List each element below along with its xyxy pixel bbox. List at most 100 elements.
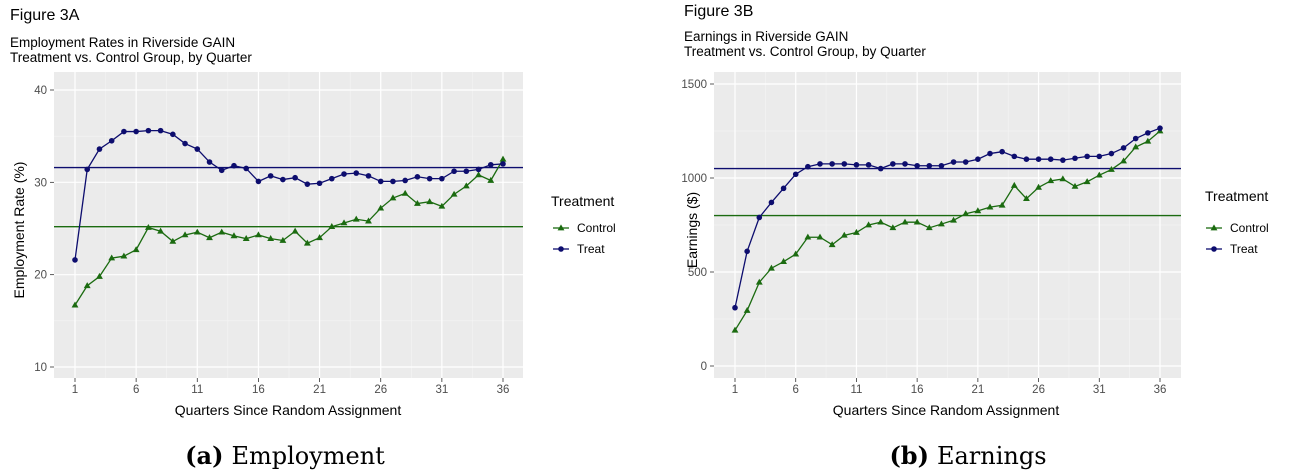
x-tick-label: 11: [191, 384, 203, 396]
data-point-control: [780, 258, 787, 264]
legend-marker-control: [557, 224, 565, 231]
data-point-treat: [890, 161, 896, 167]
data-point-treat: [1084, 153, 1090, 160]
data-point-treat: [865, 162, 872, 168]
data-point-control: [316, 234, 323, 241]
data-point-treat: [231, 162, 237, 169]
data-point-treat: [194, 146, 201, 152]
data-point-control: [181, 231, 189, 238]
data-point-treat: [329, 175, 335, 182]
caption-a: (a) Employment: [185, 441, 385, 470]
data-point-control: [242, 235, 250, 241]
data-point-control: [986, 203, 994, 210]
data-point-treat: [950, 159, 957, 165]
data-point-treat: [451, 168, 457, 175]
caption-text-a: Employment: [231, 442, 385, 470]
data-point-treat: [926, 162, 933, 169]
legend-marker-control: [1210, 224, 1218, 231]
data-point-control: [218, 228, 226, 235]
data-point-control: [413, 199, 421, 206]
data-point-treat: [170, 131, 176, 138]
data-point-treat: [414, 173, 421, 180]
data-point-control: [426, 198, 434, 205]
data-point-treat: [72, 257, 78, 263]
data-point-treat: [1108, 150, 1115, 157]
data-point-control: [169, 237, 177, 244]
legend-title-b: Treatment: [1205, 188, 1268, 204]
data-point-treat: [218, 167, 225, 174]
data-point-treat: [255, 178, 262, 185]
data-point-treat: [365, 173, 372, 179]
data-point-treat: [121, 128, 127, 135]
series-line-control: [734, 130, 1161, 331]
data-point-control: [962, 210, 970, 217]
data-point-control: [475, 171, 482, 178]
data-point-treat: [829, 161, 835, 167]
data-point-control: [828, 241, 836, 248]
data-point-treat: [316, 180, 323, 187]
data-point-treat: [914, 162, 920, 169]
data-point-treat: [938, 162, 945, 169]
data-point-treat: [84, 166, 91, 173]
legend-earnings: Control Treat: [1206, 221, 1269, 256]
data-point-control: [340, 219, 348, 226]
data-point-control: [938, 220, 945, 227]
data-point-control: [132, 246, 140, 253]
x-tick-label: 31: [435, 384, 448, 396]
data-point-control: [1095, 171, 1103, 178]
data-point-control: [352, 215, 360, 222]
data-point-control: [731, 326, 739, 333]
data-point-treat: [402, 177, 408, 184]
legend-label-treat: Treat: [577, 242, 605, 256]
x-axis-title-a: Quarters Since Random Assignment: [175, 402, 402, 418]
data-point-treat: [390, 178, 396, 185]
data-point-control: [499, 155, 507, 162]
data-point-control: [901, 218, 909, 225]
data-point-treat: [475, 166, 482, 173]
data-point-treat: [243, 165, 249, 172]
legend-label-treat: Treat: [1230, 242, 1258, 256]
data-point-control: [255, 231, 262, 238]
x-tick-label: 1: [72, 384, 78, 396]
data-point-treat: [96, 146, 103, 152]
data-point-treat: [280, 176, 286, 183]
data-point-treat: [817, 161, 823, 167]
data-point-control: [438, 202, 446, 209]
data-point-treat: [805, 163, 811, 170]
chart-subtitle-a: Treatment vs. Control Group, by Quarter: [10, 50, 252, 65]
data-point-treat: [902, 161, 908, 167]
x-tick-label: 1: [732, 384, 738, 396]
data-point-control: [401, 189, 409, 196]
data-point-control: [1083, 178, 1091, 185]
data-point-treat: [756, 214, 763, 221]
data-point-control: [279, 236, 287, 243]
data-point-control: [303, 239, 311, 246]
y-tick-label: 30: [34, 177, 47, 189]
panel-background-a: [54, 72, 523, 378]
data-point-treat: [1060, 157, 1066, 163]
data-point-control: [157, 227, 165, 234]
data-point-treat: [780, 185, 787, 192]
data-point-treat: [1145, 130, 1151, 136]
data-point-treat: [962, 159, 969, 165]
data-point-treat: [353, 170, 360, 176]
data-point-control: [974, 207, 982, 214]
data-point-treat: [841, 161, 848, 167]
data-point-control: [1108, 165, 1115, 172]
data-point-treat: [999, 148, 1005, 155]
data-point-control: [768, 264, 775, 271]
data-point-control: [193, 228, 201, 235]
data-point-treat: [1157, 125, 1163, 131]
x-tick-label: 26: [1032, 384, 1045, 396]
data-point-treat: [108, 137, 115, 144]
data-point-treat: [267, 173, 274, 179]
data-point-control: [389, 194, 397, 201]
data-point-treat: [792, 171, 799, 178]
data-point-treat: [157, 127, 164, 134]
y-axis-title-b: Earnings ($): [684, 192, 700, 268]
data-point-control: [291, 227, 299, 234]
data-point-control: [889, 224, 897, 231]
y-tick-label: 10: [34, 362, 47, 374]
